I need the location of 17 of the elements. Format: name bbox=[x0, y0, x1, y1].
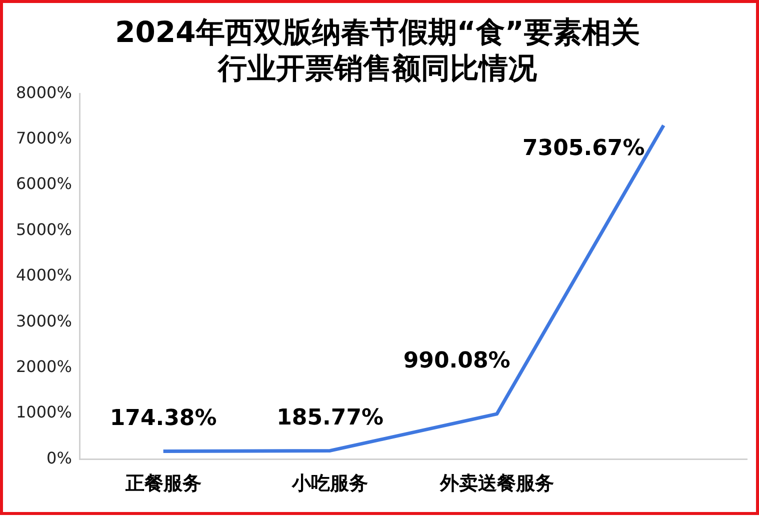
y-tick-label: 1000% bbox=[16, 402, 72, 422]
y-tick-label: 6000% bbox=[16, 174, 72, 194]
y-tick-label: 3000% bbox=[16, 311, 72, 330]
data-label: 7305.67% bbox=[522, 136, 645, 162]
data-label: 174.38% bbox=[110, 406, 217, 431]
x-tick-label: 正餐服务 bbox=[124, 472, 202, 495]
y-tick-label: 8000% bbox=[16, 82, 72, 102]
y-tick-label: 7000% bbox=[16, 128, 72, 148]
x-tick-label: 小吃服务 bbox=[291, 472, 368, 495]
y-tick-label: 5000% bbox=[16, 220, 72, 239]
y-tick-label: 2000% bbox=[16, 356, 72, 376]
x-tick-label: 外卖送餐服务 bbox=[438, 472, 554, 495]
data-label: 990.08% bbox=[403, 348, 510, 374]
chart-title: 2024年西双版纳春节假期“食”要素相关行业开票销售额同比情况 bbox=[114, 14, 641, 86]
y-tick-label: 0% bbox=[46, 448, 72, 468]
data-label: 185.77% bbox=[276, 405, 384, 430]
y-tick-label: 4000% bbox=[16, 266, 72, 285]
